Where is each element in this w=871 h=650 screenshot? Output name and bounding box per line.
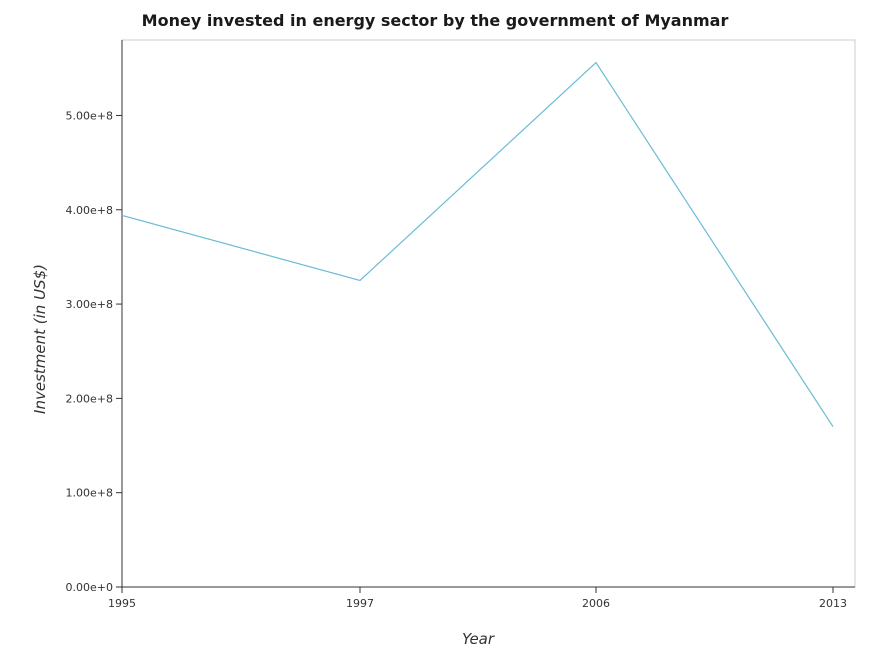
y-tick-label: 2.00e+8	[66, 392, 113, 405]
y-tick-label: 1.00e+8	[66, 487, 113, 500]
y-tick-label: 0.00e+0	[66, 581, 113, 594]
x-axis-ticks: 1995 1997 2006 2013	[108, 587, 847, 610]
x-axis-label: Year	[462, 630, 495, 648]
chart-title: Money invested in energy sector by the g…	[142, 11, 729, 30]
y-tick-label: 4.00e+8	[66, 204, 113, 217]
x-tick-label: 1995	[108, 597, 136, 610]
plot-area-frame	[121, 39, 856, 588]
y-tick-label: 5.00e+8	[66, 109, 113, 122]
x-tick-label: 2006	[582, 597, 610, 610]
y-tick-label: 3.00e+8	[66, 298, 113, 311]
y-axis-ticks: 0.00e+0 1.00e+8 2.00e+8 3.00e+8 4.00e+8 5.00e…	[66, 109, 122, 594]
x-tick-label: 2013	[819, 597, 847, 610]
x-tick-label: 1997	[346, 597, 374, 610]
series-line	[121, 61, 834, 428]
y-axis-label: Investment (in US$)	[31, 264, 49, 414]
